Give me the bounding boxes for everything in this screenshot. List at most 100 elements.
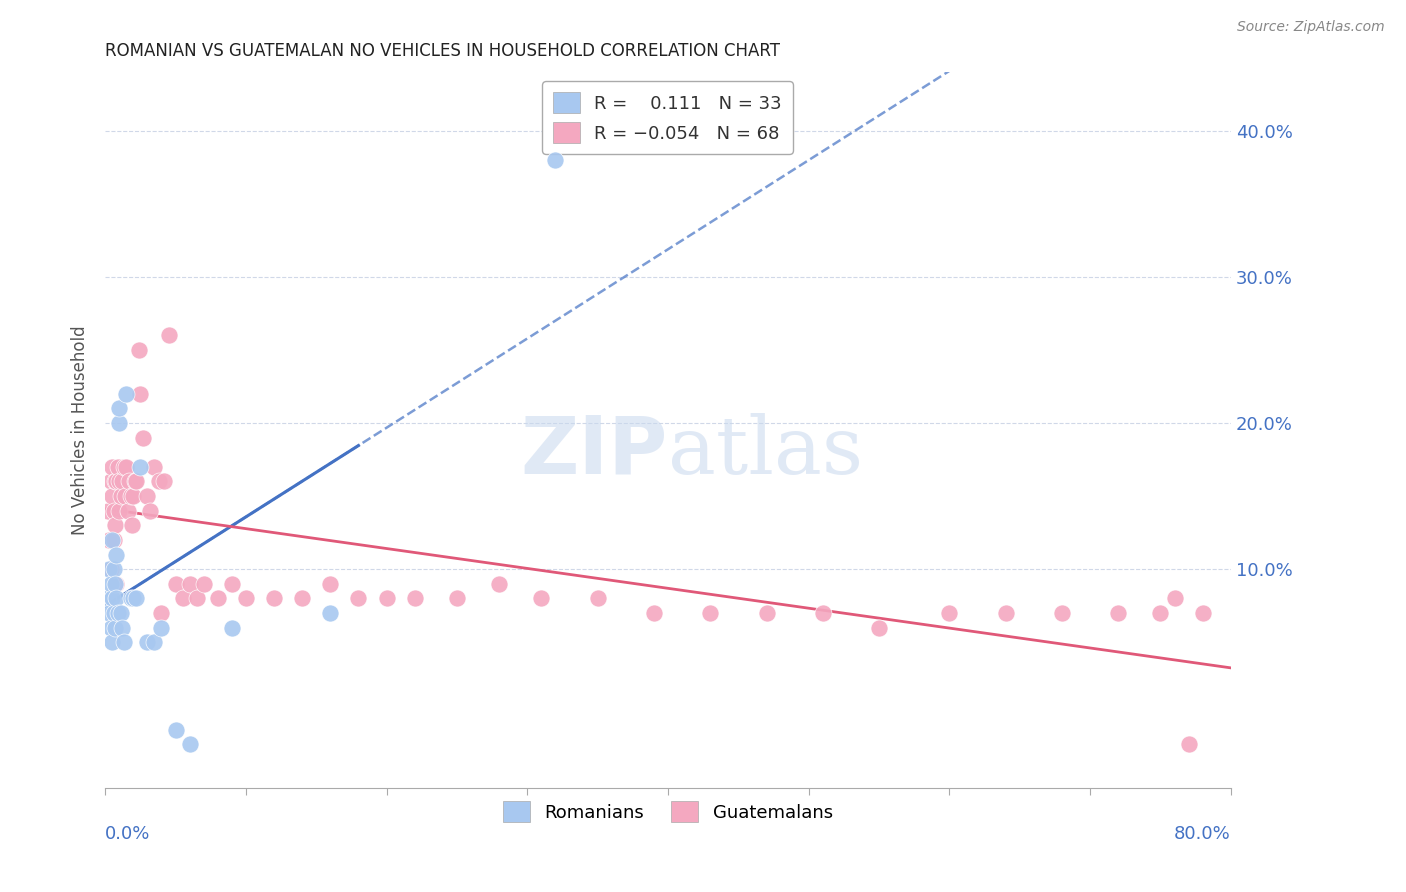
Point xyxy=(291,591,314,606)
Point xyxy=(125,475,148,489)
Point xyxy=(165,576,187,591)
Point xyxy=(1149,606,1171,620)
Point xyxy=(132,431,155,445)
Point xyxy=(105,591,128,606)
Point xyxy=(586,591,609,606)
Point xyxy=(811,606,834,620)
Point xyxy=(128,343,150,357)
Point xyxy=(150,621,173,635)
Point xyxy=(143,635,166,649)
Text: 0.0%: 0.0% xyxy=(105,825,150,843)
Point xyxy=(157,328,180,343)
Point xyxy=(120,489,142,503)
Point xyxy=(103,562,125,576)
Point xyxy=(101,459,124,474)
Point xyxy=(129,459,152,474)
Point xyxy=(699,606,721,620)
Point xyxy=(186,591,208,606)
Point xyxy=(98,606,121,620)
Point xyxy=(125,591,148,606)
Point xyxy=(488,576,510,591)
Point xyxy=(108,475,131,489)
Point xyxy=(98,533,121,547)
Point xyxy=(101,635,124,649)
Point xyxy=(139,504,162,518)
Point xyxy=(111,621,134,635)
Point xyxy=(319,606,342,620)
Point xyxy=(103,533,125,547)
Point xyxy=(446,591,468,606)
Point xyxy=(115,387,138,401)
Point xyxy=(172,591,194,606)
Point xyxy=(112,635,135,649)
Point xyxy=(643,606,665,620)
Point xyxy=(117,504,139,518)
Point xyxy=(124,475,146,489)
Point xyxy=(235,591,257,606)
Point xyxy=(544,153,567,167)
Point xyxy=(108,416,131,430)
Point xyxy=(112,459,135,474)
Point xyxy=(263,591,285,606)
Point xyxy=(193,576,215,591)
Point xyxy=(1163,591,1185,606)
Point xyxy=(103,606,125,620)
Point xyxy=(938,606,960,620)
Point xyxy=(100,621,122,635)
Text: 80.0%: 80.0% xyxy=(1174,825,1230,843)
Point xyxy=(179,576,201,591)
Point xyxy=(104,576,127,591)
Point xyxy=(111,475,134,489)
Point xyxy=(103,504,125,518)
Point xyxy=(1191,606,1213,620)
Point xyxy=(98,562,121,576)
Point xyxy=(104,475,127,489)
Point xyxy=(107,459,129,474)
Point xyxy=(148,475,170,489)
Point xyxy=(221,576,243,591)
Text: ZIP: ZIP xyxy=(520,413,668,491)
Point xyxy=(150,606,173,620)
Legend: Romanians, Guatemalans: Romanians, Guatemalans xyxy=(496,794,841,830)
Point xyxy=(110,606,132,620)
Point xyxy=(100,475,122,489)
Point xyxy=(143,459,166,474)
Point xyxy=(105,475,128,489)
Point xyxy=(868,621,890,635)
Point xyxy=(1177,738,1199,752)
Point xyxy=(120,591,142,606)
Point xyxy=(110,489,132,503)
Point xyxy=(207,591,229,606)
Text: Source: ZipAtlas.com: Source: ZipAtlas.com xyxy=(1237,20,1385,34)
Point xyxy=(105,576,128,591)
Point xyxy=(994,606,1017,620)
Point xyxy=(114,489,136,503)
Point xyxy=(105,548,128,562)
Point xyxy=(404,591,426,606)
Point xyxy=(101,591,124,606)
Point xyxy=(179,738,201,752)
Point xyxy=(100,576,122,591)
Point xyxy=(1050,606,1073,620)
Point xyxy=(101,533,124,547)
Point xyxy=(1107,606,1129,620)
Point xyxy=(755,606,778,620)
Point xyxy=(347,591,370,606)
Point xyxy=(153,475,176,489)
Point xyxy=(104,518,127,533)
Point xyxy=(136,489,159,503)
Point xyxy=(122,591,145,606)
Point xyxy=(115,459,138,474)
Point xyxy=(100,562,122,576)
Point xyxy=(129,387,152,401)
Point xyxy=(104,621,127,635)
Point xyxy=(101,489,124,503)
Point xyxy=(221,621,243,635)
Point xyxy=(118,475,141,489)
Point xyxy=(108,401,131,416)
Point xyxy=(97,591,120,606)
Text: atlas: atlas xyxy=(668,413,863,491)
Point xyxy=(165,723,187,737)
Text: ROMANIAN VS GUATEMALAN NO VEHICLES IN HOUSEHOLD CORRELATION CHART: ROMANIAN VS GUATEMALAN NO VEHICLES IN HO… xyxy=(105,42,780,60)
Point xyxy=(107,606,129,620)
